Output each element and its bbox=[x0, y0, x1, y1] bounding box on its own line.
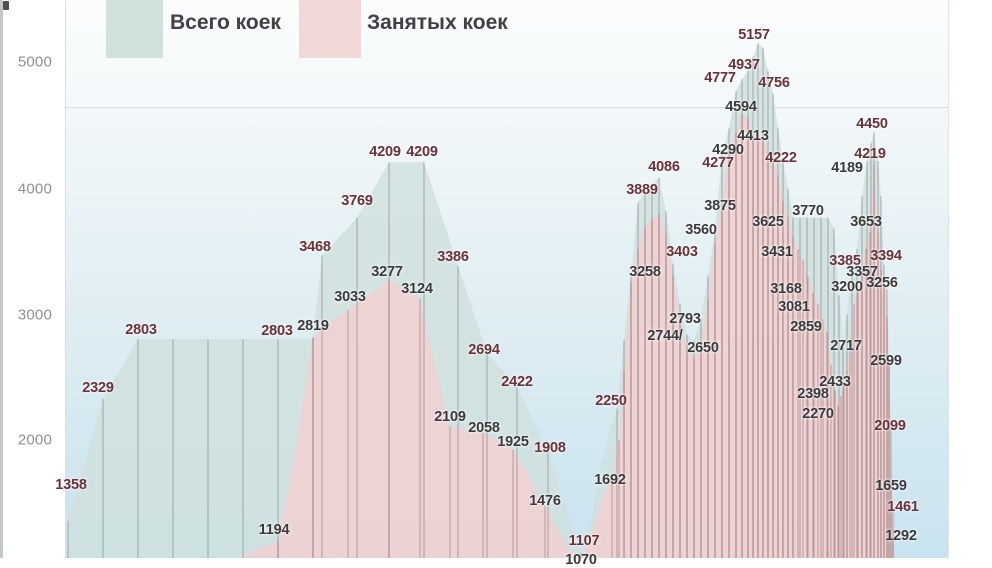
data-label: 2859 bbox=[790, 319, 822, 335]
data-label: 1292 bbox=[885, 528, 917, 544]
data-label: 4086 bbox=[648, 159, 680, 175]
data-label: 3394 bbox=[870, 248, 902, 264]
data-label: 1692 bbox=[594, 472, 626, 488]
data-label: 3256 bbox=[866, 275, 898, 291]
data-label: 2398 bbox=[797, 386, 829, 402]
data-label: 3168 bbox=[770, 281, 802, 297]
data-label: 2717 bbox=[830, 338, 862, 354]
y-axis-tick-4000: 4000 bbox=[17, 180, 52, 198]
data-label: 3653 bbox=[850, 214, 882, 230]
data-label: 2650 bbox=[687, 340, 719, 356]
data-label: 4222 bbox=[765, 150, 797, 166]
data-label: 2694 bbox=[468, 342, 500, 358]
y-axis-tick-5000: 5000 bbox=[17, 53, 52, 71]
data-label: 1925 bbox=[497, 434, 529, 450]
y-axis-tick-3000: 3000 bbox=[17, 306, 52, 324]
data-label: 3200 bbox=[831, 279, 863, 295]
data-label: 3081 bbox=[778, 299, 810, 315]
data-label: 3033 bbox=[334, 289, 366, 305]
data-label: 4594 bbox=[725, 99, 757, 115]
data-label: 2433 bbox=[819, 374, 851, 390]
data-label: 2058 bbox=[468, 420, 500, 436]
data-label: 2422 bbox=[501, 374, 533, 390]
data-label: 1659 bbox=[875, 478, 907, 494]
data-label: 4290 bbox=[712, 142, 744, 158]
data-label: 1358 bbox=[55, 477, 87, 493]
data-label: 4189 bbox=[831, 160, 863, 176]
data-label: 3560 bbox=[685, 222, 717, 238]
data-label: 3431 bbox=[761, 244, 793, 260]
data-label: 1070 bbox=[565, 552, 597, 568]
data-label: 4756 bbox=[758, 75, 790, 91]
data-label: 2099 bbox=[874, 418, 906, 434]
legend-swatch-total-beds bbox=[106, 0, 163, 58]
area-series-occupied bbox=[242, 114, 893, 558]
data-label: 1107 bbox=[568, 533, 600, 549]
data-label: 3386 bbox=[437, 249, 469, 265]
data-label: 3889 bbox=[626, 182, 658, 198]
data-label: 2744/ bbox=[647, 328, 683, 344]
data-label: 2270 bbox=[802, 406, 834, 422]
data-label: 4937 bbox=[728, 57, 760, 73]
data-label: 2109 bbox=[434, 409, 466, 425]
data-label: 2599 bbox=[870, 353, 902, 369]
data-label: 3357 bbox=[846, 264, 878, 280]
data-label: 3258 bbox=[629, 264, 661, 280]
data-label: 4450 bbox=[856, 116, 888, 132]
image-edge-strip bbox=[0, 0, 3, 558]
data-label: 2819 bbox=[297, 318, 329, 334]
data-label: 3468 bbox=[299, 239, 331, 255]
data-label: 2329 bbox=[82, 380, 114, 396]
data-label: 4413 bbox=[737, 128, 769, 144]
legend-label-occupied-beds: Занятых коек bbox=[367, 11, 508, 34]
corner-artifact bbox=[3, 1, 9, 10]
data-label: 4777 bbox=[704, 70, 736, 86]
data-label: 4219 bbox=[854, 146, 886, 162]
data-label: 3124 bbox=[401, 281, 433, 297]
data-label: 4277 bbox=[702, 155, 734, 171]
data-label: 3277 bbox=[371, 264, 403, 280]
data-label: 3625 bbox=[752, 214, 784, 230]
data-label: 1194 bbox=[258, 522, 290, 538]
data-label: 2250 bbox=[595, 393, 627, 409]
data-label: 3770 bbox=[792, 203, 824, 219]
data-label: 2793 bbox=[669, 311, 701, 327]
data-label: 5157 bbox=[738, 27, 770, 43]
y-axis-tick-2000: 2000 bbox=[17, 431, 52, 449]
data-label: 2803 bbox=[125, 322, 157, 338]
y-axis-line bbox=[65, 0, 66, 558]
data-label: 3875 bbox=[704, 198, 736, 214]
data-label: 2803 bbox=[261, 323, 293, 339]
data-label: 1476 bbox=[529, 493, 561, 509]
data-label: 3769 bbox=[341, 193, 373, 209]
legend-swatch-occupied-beds bbox=[299, 0, 361, 58]
plot-right-border bbox=[948, 0, 949, 558]
data-label: 1908 bbox=[534, 440, 566, 456]
data-label: 4209 bbox=[406, 144, 438, 160]
legend-label-total-beds: Всего коек bbox=[170, 11, 281, 34]
data-label: 1461 bbox=[887, 499, 919, 515]
data-label: 3403 bbox=[666, 244, 698, 260]
data-label: 3385 bbox=[829, 253, 861, 269]
gridline bbox=[65, 107, 948, 108]
data-label: 4209 bbox=[369, 144, 401, 160]
